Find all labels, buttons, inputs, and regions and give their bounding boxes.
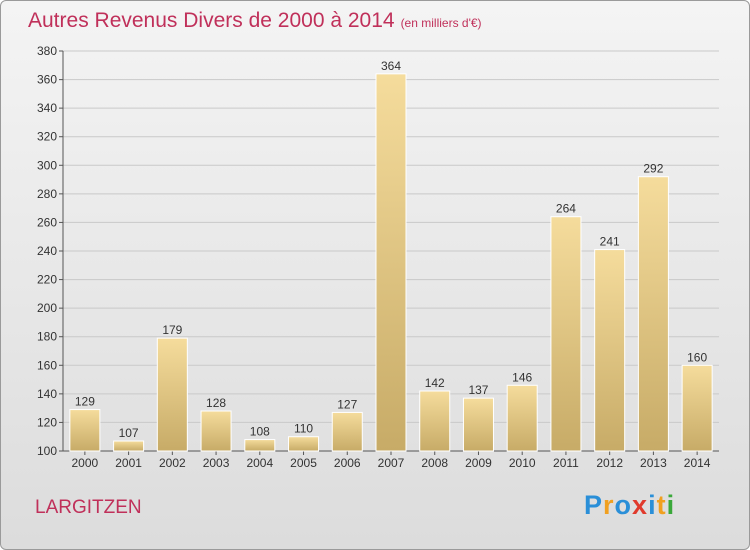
data-label-2011: 264 bbox=[556, 202, 576, 216]
y-tick-label: 380 bbox=[37, 44, 57, 58]
x-tick-label-2011: 2011 bbox=[553, 456, 579, 470]
bar-2007 bbox=[375, 73, 407, 452]
bar-2001 bbox=[113, 440, 145, 452]
bar-2006 bbox=[331, 411, 363, 452]
y-tick-label: 260 bbox=[37, 215, 57, 229]
y-tick-label: 160 bbox=[37, 358, 57, 372]
x-tick-label-2013: 2013 bbox=[640, 456, 667, 470]
logo-letter: i bbox=[648, 490, 657, 520]
bar-2014 bbox=[681, 364, 713, 452]
x-tick-label-2010: 2010 bbox=[509, 456, 536, 470]
y-tick-label: 180 bbox=[37, 330, 57, 344]
proxiti-logo: Proxiti bbox=[584, 490, 675, 521]
x-tick-label-2007: 2007 bbox=[378, 456, 405, 470]
data-label-2008: 142 bbox=[425, 376, 445, 390]
x-tick-label-2006: 2006 bbox=[334, 456, 361, 470]
y-tick-label: 320 bbox=[37, 130, 57, 144]
place-name: LARGITZEN bbox=[35, 497, 142, 518]
logo-letter: P bbox=[584, 490, 604, 520]
y-tick-label: 120 bbox=[37, 415, 57, 429]
data-label-2002: 179 bbox=[162, 323, 182, 337]
y-tick-label: 360 bbox=[37, 73, 57, 87]
logo-letter: t bbox=[656, 490, 667, 520]
data-labels: 129 107 179 128 108 110 127 364 142 137 146 264 241 2… bbox=[75, 59, 708, 440]
logo-letter: o bbox=[614, 490, 633, 520]
chart-title: Autres Revenus Divers de 2000 à 2014 (en … bbox=[28, 9, 482, 33]
y-tick-label: 240 bbox=[37, 244, 57, 258]
chart-title-text: Autres Revenus Divers de 2000 à 2014 bbox=[28, 9, 395, 32]
bars bbox=[69, 73, 713, 452]
data-label-2004: 108 bbox=[250, 425, 270, 439]
bar-2004 bbox=[244, 439, 276, 452]
x-tick-label-2004: 2004 bbox=[246, 456, 273, 470]
x-tick-label-2009: 2009 bbox=[465, 456, 492, 470]
bar-2005 bbox=[288, 436, 320, 452]
data-label-2006: 127 bbox=[337, 397, 357, 411]
y-tick-label: 220 bbox=[37, 273, 57, 287]
x-tick-label-2008: 2008 bbox=[421, 456, 448, 470]
bar-2010 bbox=[506, 384, 538, 452]
data-label-2007: 364 bbox=[381, 59, 401, 73]
data-label-2014: 160 bbox=[687, 350, 707, 364]
bar-2000 bbox=[69, 409, 101, 452]
y-tick-label: 140 bbox=[37, 387, 57, 401]
data-label-2012: 241 bbox=[600, 235, 620, 249]
data-label-2013: 292 bbox=[643, 162, 663, 176]
bar-2008 bbox=[419, 390, 451, 452]
y-tick-labels: 100 120 140 160 180 200 220 240 260 280 300 320 340 3… bbox=[37, 44, 57, 458]
data-label-2003: 128 bbox=[206, 396, 226, 410]
bar-2009 bbox=[462, 397, 494, 452]
x-tick-label-2000: 2000 bbox=[72, 456, 99, 470]
logo-letter: i bbox=[666, 490, 676, 520]
data-label-2005: 110 bbox=[294, 422, 313, 436]
x-tick-label-2002: 2002 bbox=[159, 456, 186, 470]
x-tick-label-2014: 2014 bbox=[684, 456, 711, 470]
y-tick-label: 280 bbox=[37, 187, 57, 201]
bar-2012 bbox=[594, 249, 626, 452]
logo-letter: x bbox=[632, 490, 649, 520]
y-tick-label: 200 bbox=[37, 301, 57, 315]
bar-2013 bbox=[637, 176, 669, 452]
x-tick-label-2003: 2003 bbox=[203, 456, 230, 470]
chart-title-unit: (en milliers d'€) bbox=[400, 16, 482, 30]
data-label-2000: 129 bbox=[75, 395, 95, 409]
data-label-2001: 107 bbox=[119, 426, 139, 440]
x-tick-label-2001: 2001 bbox=[115, 456, 142, 470]
x-tick-label-2005: 2005 bbox=[290, 456, 317, 470]
y-tick-label: 100 bbox=[37, 444, 57, 458]
data-label-2010: 146 bbox=[512, 370, 532, 384]
x-tick-labels: 2000 2001 2002 2003 2004 2005 2006 2007 2008 2009… bbox=[72, 456, 711, 470]
y-tick-label: 340 bbox=[37, 101, 57, 115]
bar-2002 bbox=[156, 337, 188, 452]
y-tick-label: 300 bbox=[37, 158, 57, 172]
bar-2003 bbox=[200, 410, 232, 452]
data-label-2009: 137 bbox=[468, 383, 488, 397]
x-tick-label-2012: 2012 bbox=[596, 456, 623, 470]
logo-letter: r bbox=[603, 490, 615, 520]
bar-2011 bbox=[550, 216, 582, 452]
